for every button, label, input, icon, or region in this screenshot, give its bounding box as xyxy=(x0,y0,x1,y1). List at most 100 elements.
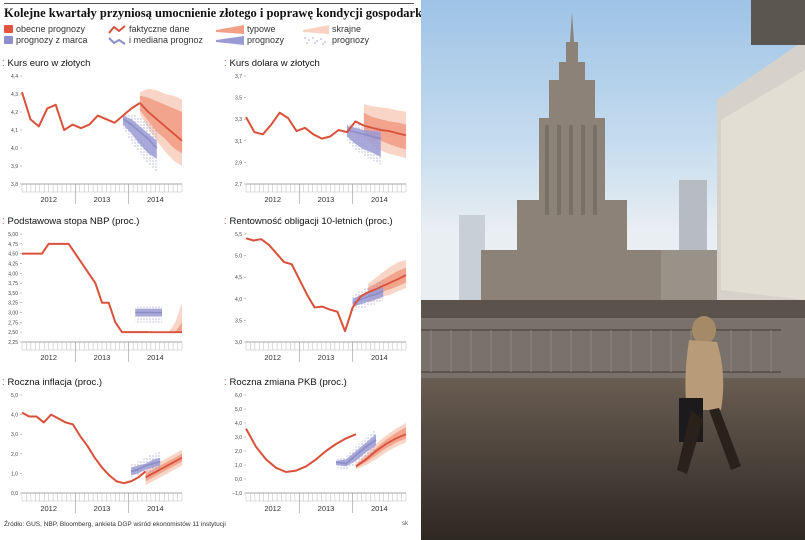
actual-data-line xyxy=(21,91,141,131)
chart-usd: 2,7 2,9 3,1 3,3 3,5 3,7 2012 2013 2014 xyxy=(235,74,407,204)
legend-extreme-forecasts: prognozy xyxy=(303,35,369,45)
legend-actual-label: faktyczne dane xyxy=(129,24,190,34)
x-year-label: 2014 xyxy=(147,504,164,513)
y-tick-label: 3,5 xyxy=(235,96,242,102)
y-tick-label: 4,1 xyxy=(11,128,18,134)
x-year-label: 2014 xyxy=(371,504,388,513)
y-tick-label: 3,3 xyxy=(235,117,242,123)
actual-data-line xyxy=(22,242,149,334)
y-tick-label: 3,25 xyxy=(8,301,18,307)
y-tick-label: 4,0 xyxy=(235,297,242,303)
y-tick-label: 4,0 xyxy=(11,146,18,152)
actual-data-line xyxy=(245,237,369,333)
x-year-label: 2014 xyxy=(147,195,164,204)
legend-march-label: prognozy z marca xyxy=(16,35,88,45)
y-tick-label: 4,50 xyxy=(8,252,18,258)
photo-illustration xyxy=(421,0,805,540)
y-tick-label: −1,0 xyxy=(232,491,242,497)
x-year-label: 2014 xyxy=(371,195,388,204)
y-tick-label: 3,00 xyxy=(8,311,18,317)
infographic-title: Kolejne kwartały przyniosą umocnienie zł… xyxy=(4,6,426,20)
y-tick-label: 2,50 xyxy=(8,330,18,336)
y-tick-label: 5,0 xyxy=(235,254,242,260)
march-median-line xyxy=(335,439,377,465)
x-year-label: 2014 xyxy=(371,353,388,362)
x-year-label: 2013 xyxy=(318,504,335,513)
y-tick-label: 4,0 xyxy=(11,413,18,419)
y-tick-label: 6,0 xyxy=(235,393,242,399)
y-tick-label: 4,4 xyxy=(11,74,18,80)
y-tick-label: 5,5 xyxy=(235,232,242,238)
march-typical-band xyxy=(123,115,157,159)
legend-current: obecne prognozy xyxy=(4,24,85,34)
chart-title-eur: ⁚ Kurs euro w złotych xyxy=(2,58,91,69)
legend-typical-label-2: prognozy xyxy=(247,35,285,45)
chart-bonds: 3,0 3,5 4,0 4,5 5,0 5,5 2012 2013 2014 xyxy=(235,232,407,362)
chart-title-usd: ⁚ Kurs dolara w złotych xyxy=(224,58,320,69)
legend-extreme-swatch-current xyxy=(303,24,329,34)
y-tick-label: 4,00 xyxy=(8,271,18,277)
x-year-label: 2013 xyxy=(94,195,111,204)
legend-typical-swatch-march xyxy=(216,35,244,45)
x-year-label: 2012 xyxy=(40,353,57,362)
y-tick-label: 3,0 xyxy=(235,340,242,346)
current-median-line xyxy=(355,433,407,468)
chart-title-inflation: ⁚ Roczna inflacja (proc.) xyxy=(2,377,103,388)
y-tick-label: 3,1 xyxy=(235,139,242,145)
legend-typical-forecasts: prognozy xyxy=(216,35,284,45)
current-median-line xyxy=(367,274,407,294)
legend-actual: faktyczne dane xyxy=(108,24,190,34)
x-year-label: 2012 xyxy=(264,195,281,204)
x-year-label: 2013 xyxy=(318,353,335,362)
legend-median-line xyxy=(108,36,126,45)
y-tick-label: 4,75 xyxy=(8,242,18,248)
march-median-line xyxy=(346,129,381,140)
legend-march-swatch xyxy=(4,36,13,44)
current-typical-band xyxy=(139,95,182,154)
y-tick-label: 4,3 xyxy=(11,92,18,98)
march-typical-band xyxy=(347,125,381,157)
infographic-panel: Kolejne kwartały przyniosą umocnienie zł… xyxy=(2,3,426,528)
chart-title-gdp: ⁚ Roczna zmiana PKB (proc.) xyxy=(224,377,347,388)
legend-actual-line xyxy=(108,24,126,34)
y-tick-label: 2,0 xyxy=(11,452,18,458)
march-typical-band xyxy=(131,457,161,476)
y-tick-label: 3,5 xyxy=(235,318,242,324)
march-median-line xyxy=(130,460,161,473)
y-tick-label: 0,0 xyxy=(11,491,18,497)
legend-extreme-swatch-march xyxy=(304,36,326,45)
y-tick-label: 1,0 xyxy=(11,471,18,477)
y-tick-label: 3,0 xyxy=(235,435,242,441)
y-tick-label: 4,0 xyxy=(235,421,242,427)
x-year-label: 2012 xyxy=(40,504,57,513)
x-year-label: 2012 xyxy=(264,504,281,513)
actual-data-line xyxy=(245,111,365,140)
y-tick-label: 3,0 xyxy=(11,432,18,438)
legend-median-label: i mediana prognoz xyxy=(129,35,204,45)
y-tick-label: 2,0 xyxy=(235,449,242,455)
y-tick-label: 4,25 xyxy=(8,261,18,267)
legend-extreme-label: skrajne xyxy=(332,24,362,34)
top-rule xyxy=(4,3,414,4)
chart-title-nbp: ⁚ Podstawowa stopa NBP (proc.) xyxy=(2,216,140,227)
y-tick-label: 3,9 xyxy=(11,164,18,170)
y-tick-label: 4,2 xyxy=(11,110,18,116)
legend-typical-label: typowe xyxy=(247,24,276,34)
legend-march: prognozy z marca xyxy=(4,35,88,45)
current-extreme-band xyxy=(148,302,182,333)
chart-eur: 3,8 3,9 4,0 4,1 4,2 4,3 4,4 2012 2013 2014 xyxy=(11,74,183,204)
y-tick-label: 2,7 xyxy=(235,182,242,188)
y-tick-label: 5,00 xyxy=(8,232,18,238)
current-median-line xyxy=(363,124,407,137)
current-typical-band xyxy=(148,322,182,333)
y-tick-label: 2,75 xyxy=(8,320,18,326)
legend-median: i mediana prognoz xyxy=(108,35,203,45)
y-tick-label: 3,50 xyxy=(8,291,18,297)
legend-extreme-label-2: prognozy xyxy=(332,35,370,45)
chart-inflation: 0,0 1,0 2,0 3,0 4,0 5,0 2012 2013 2014 xyxy=(11,393,183,513)
current-median-line xyxy=(139,102,183,142)
y-tick-label: 3,75 xyxy=(8,281,18,287)
actual-data-line xyxy=(21,411,147,485)
y-tick-label: 2,9 xyxy=(235,160,242,166)
actual-data-line xyxy=(245,428,357,473)
